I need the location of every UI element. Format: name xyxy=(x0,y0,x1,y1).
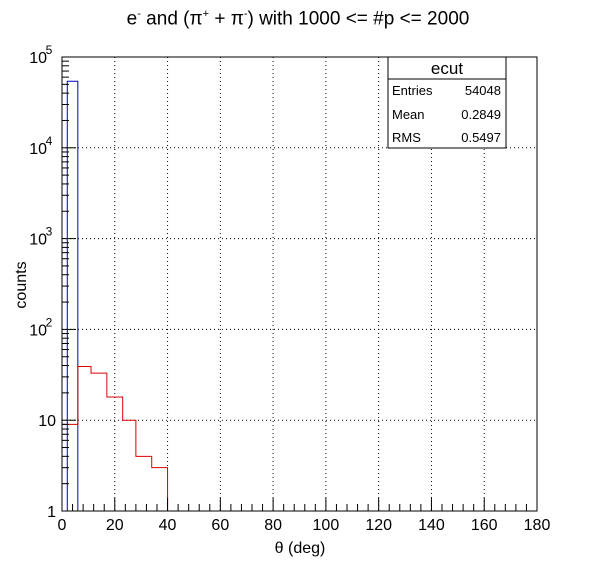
y-tick-exponent: 5 xyxy=(46,43,53,57)
x-tick-label: 20 xyxy=(106,517,124,534)
stats-rms-label: RMS xyxy=(392,130,421,145)
x-tick-label: 40 xyxy=(159,517,177,534)
y-axis-title: counts xyxy=(13,261,30,308)
x-tick-label: 140 xyxy=(418,517,445,534)
x-tick-label: 180 xyxy=(524,517,551,534)
plot-frame xyxy=(61,56,538,512)
stats-entries-value: 54048 xyxy=(465,83,501,98)
x-tick-label: 80 xyxy=(264,517,282,534)
y-tick-exponent: 4 xyxy=(46,134,53,148)
y-tick-exponent: 3 xyxy=(46,225,53,239)
y-tick-label: 10 xyxy=(29,50,47,67)
stats-entries-label: Entries xyxy=(392,83,433,98)
x-tick-label: 0 xyxy=(58,517,67,534)
y-tick-label: 1 xyxy=(47,504,56,521)
stats-mean-value: 0.2849 xyxy=(461,107,501,122)
x-axis-title: θ (deg) xyxy=(275,540,326,557)
stats-rms-value: 0.5497 xyxy=(461,130,501,145)
axis-ticks xyxy=(61,56,538,512)
stats-box: ecut Entries 54048 Mean 0.2849 RMS 0.549… xyxy=(387,56,507,149)
x-tick-label: 60 xyxy=(211,517,229,534)
stats-box-frame xyxy=(387,56,507,149)
stats-box-title: ecut xyxy=(431,59,463,78)
y-tick-label: 10 xyxy=(29,322,47,339)
chart-title: e- and (π+ + π-) with 1000 <= #p <= 2000 xyxy=(126,8,470,30)
histogram-series-2 xyxy=(61,366,537,512)
histogram-series-1 xyxy=(66,80,79,511)
histogram-series xyxy=(61,80,537,512)
y-tick-label: 10 xyxy=(38,413,56,430)
x-tick-label: 100 xyxy=(313,517,340,534)
x-tick-label: 160 xyxy=(471,517,498,534)
y-tick-label: 10 xyxy=(29,232,47,249)
y-tick-label: 10 xyxy=(29,141,47,158)
x-tick-label: 120 xyxy=(365,517,392,534)
stats-mean-label: Mean xyxy=(392,107,425,122)
y-tick-exponent: 2 xyxy=(46,315,53,329)
